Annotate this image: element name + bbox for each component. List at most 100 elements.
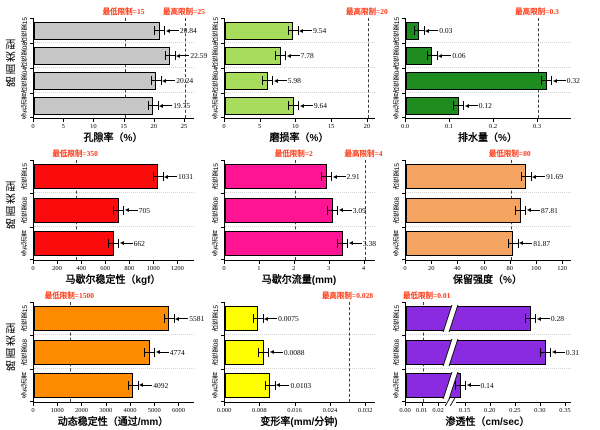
x-tick-label: 20 [363,123,371,130]
y-tick [221,226,224,228]
leader-line [303,30,313,31]
y-category-label: 多孔沥青 [394,230,402,257]
bar [34,46,171,65]
gridline [406,42,571,43]
gridline [225,367,375,369]
bar-value-label: 0.32 [566,76,580,85]
y-category-slot: 改性聚08 [211,335,224,368]
x-tick [509,261,511,264]
subplot-marshall-stability: 改性聚15 改性聚08 多孔沥青 最低限制=350 1031 705 662 0 200 400 6… [20,148,197,287]
y-category-slot: 改性聚04 [392,67,405,94]
x-tick [63,119,65,122]
arrowhead-icon [175,316,180,321]
error-bar [163,314,175,324]
bar-value-label: 0.12 [478,101,492,110]
plot-column: 最低限制=350 1031 705 662 0 200 400 600 800 1000 1200 马… [30,148,197,287]
arrowhead-icon [139,383,144,388]
y-category-slot: 多孔沥青 [211,227,224,260]
bar [34,164,159,190]
error-bar [287,26,299,35]
error-bar [262,76,274,85]
x-tick-label: 200 [52,265,62,272]
bar-value-label: 0.28 [550,314,564,324]
x-tick [33,261,34,264]
x-tick [93,119,95,122]
x-tick-label: 0.02 [432,407,444,414]
chart-row-3: 路面类型 改性聚15 改性聚08 多孔沥青 最低限制=1500 5581 4774 4092… [2,290,600,429]
y-category-slot: 改性聚15 [20,302,33,335]
leader-line [163,105,173,106]
x-tick [457,261,459,264]
error-bar [337,238,349,248]
limit-label-row: 最低限制=1500 [33,290,193,302]
x-tick [405,119,406,122]
y-category-label: 多孔沥青 [394,92,402,119]
x-tick [431,261,433,264]
x-tick [57,403,59,406]
y-category-label: 改性聚15 [394,17,402,44]
limit-label: 最高限制=0.3 [515,7,559,16]
bar [34,372,134,398]
y-category-slot: 改性聚15 [211,160,224,193]
x-axis-label: 动态稳定性（通过/mm） [57,417,169,428]
gridline [406,192,571,194]
x-tick [564,403,566,406]
plot-column: 最低限制=15 最高限制=25 20.84 22.59 20.24 19.75 0 5 10 15… [30,6,207,145]
y-category-label: 改性聚15 [213,17,221,44]
arrowhead-icon [551,350,556,354]
x-tick-label: 0.008 [251,407,267,414]
y-category-slot: 改性聚15 [211,302,224,335]
error-bar [154,26,166,35]
leader-line [336,176,346,178]
limit-label: 最高限制=20 [345,7,388,16]
limit-label: 最高限制=25 [163,7,205,16]
x-tick-label: 400 [76,265,86,272]
x-tick [365,403,367,406]
subplot-dynamic-stability: 改性聚15 改性聚08 多孔沥青 最低限制=1500 5581 4774 4092 0 1000… [20,290,204,429]
x-axis: 0 20 40 60 80 100 120 [403,261,570,274]
y-tick [402,43,405,44]
x-tick-label: 0.3 [532,123,542,130]
leader-line [540,318,550,320]
plot-area: 2.91 3.09 3.38 [221,160,376,261]
error-bar [540,347,552,357]
row-axis-label-wrap: 路面类型 [2,290,20,402]
x-tick [493,119,494,122]
x-tick-label: 3 [327,265,331,272]
x-tick-label: 0.016 [287,407,302,414]
y-tick [402,368,405,370]
x-tick [539,403,541,406]
arrowhead-icon [162,78,167,83]
x-tick [183,119,185,122]
arrowhead-icon [264,316,269,321]
gridline [34,334,194,336]
y-category-label: 改性聚08 [22,338,30,366]
x-tick-label: 0.25 [509,407,521,414]
x-axis: 0.0 0.1 0.2 0.3 [401,119,570,132]
gridline [34,42,194,43]
bar [225,164,327,190]
limit-label: 最低限制=0.01 [403,291,451,300]
limit-label-row: 最低限制=0.01 [403,290,570,302]
x-tick [33,119,34,122]
y-category-slot: 改性聚15 [20,160,33,193]
y-category-slot: 多孔沥青 [211,93,224,119]
limit-line [124,18,126,118]
x-tick-label: 4000 [123,407,137,414]
x-tick-label: 6000 [171,407,185,414]
x-axis: 0.000 0.008 0.016 0.024 0.032 [217,403,374,416]
bar [225,230,343,256]
y-category-label: 改性聚15 [22,163,30,191]
y-category-slot: 改性聚08 [211,42,224,69]
leader-line [555,351,565,353]
plot-column: 最低限制=2 最高限制=4 2.91 3.09 3.38 0 1 2 3 4 马歇尔流量(mm) [221,148,383,287]
y-tick [402,226,405,228]
x-tick-label: 800 [124,265,135,272]
gridline [406,92,571,93]
arrowhead-icon [532,174,537,179]
y-tick [30,43,33,44]
y-category-slot: 改性聚15 [392,302,405,335]
limit-label-row: 最高限制=0.028 [224,290,374,302]
error-bar [150,76,162,85]
y-category-slot: 多孔沥青 [392,227,405,260]
